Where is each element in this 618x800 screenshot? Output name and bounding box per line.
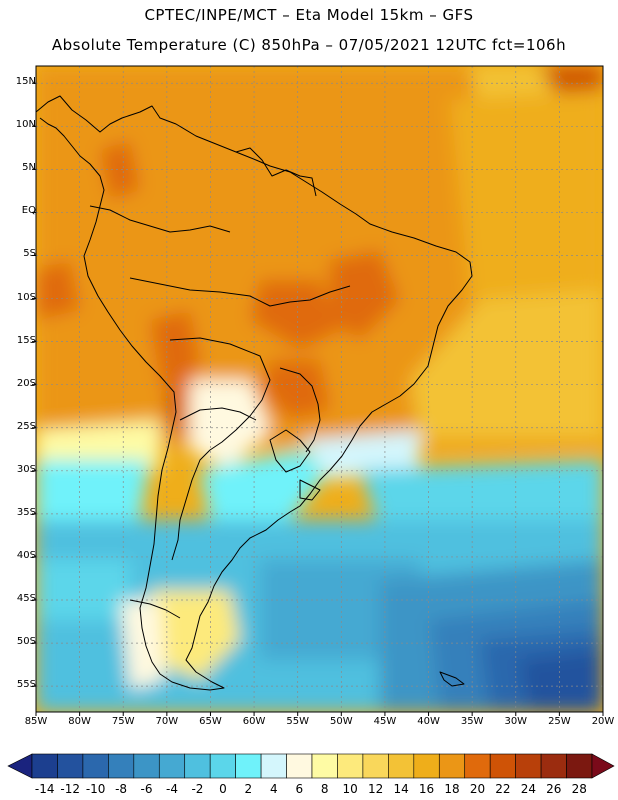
- colorbar-swatch: [286, 753, 313, 779]
- lon-label: 75W: [111, 716, 135, 727]
- lat-label: 5S: [23, 248, 36, 260]
- lat-label: EQ: [21, 205, 36, 217]
- colorbar-swatch: [540, 753, 567, 779]
- colorbar-swatch: [489, 753, 516, 779]
- colorbar-swatch: [158, 753, 186, 779]
- colorbar-swatch: [82, 753, 109, 779]
- lat-label: 20S: [16, 377, 36, 389]
- colorbar-label: -8: [115, 782, 128, 796]
- temperature-field: [36, 66, 603, 712]
- colorbar-swatch: [260, 753, 287, 779]
- lon-label: 20W: [591, 716, 615, 727]
- lat-label: 10S: [16, 291, 36, 303]
- lat-label: 5N: [22, 162, 36, 174]
- lon-label: 40W: [417, 716, 440, 727]
- lat-label: 50S: [16, 636, 36, 648]
- map-frame: [35, 65, 604, 713]
- colorbar-swatch: [31, 753, 58, 779]
- colorbar-swatch: [438, 753, 466, 779]
- lat-label: 40S: [16, 549, 36, 561]
- colorbar-swatch: [388, 753, 415, 779]
- lon-label: 50W: [329, 716, 353, 727]
- lon-label: 35W: [460, 716, 484, 727]
- lat-label: 10N: [15, 119, 36, 131]
- coastline: [35, 95, 473, 691]
- colorbar-label: -2: [191, 782, 204, 796]
- colorbar-label: 4: [269, 782, 278, 796]
- colorbar: [7, 753, 615, 779]
- lon-label: 60W: [242, 716, 266, 727]
- lon-label: 45W: [373, 716, 397, 727]
- colorbar-label: 18: [444, 782, 460, 796]
- lat-label: 15S: [16, 334, 36, 346]
- colorbar-swatch: [57, 753, 84, 779]
- colorbar-label: 10: [342, 782, 358, 796]
- colorbar-swatch: [464, 753, 491, 779]
- lat-label: 25S: [16, 420, 36, 432]
- colorbar-swatch: [184, 753, 211, 779]
- colorbar-swatch: [413, 753, 440, 779]
- colorbar-label: 2: [244, 782, 253, 796]
- colorbar-label: 14: [393, 782, 409, 796]
- chart-title-line1: CPTEC/INPE/MCT – Eta Model 15km – GFS: [144, 6, 474, 24]
- colorbar-label: 12: [367, 782, 384, 796]
- lat-label: 55S: [16, 679, 36, 691]
- lon-label: 25W: [548, 716, 571, 727]
- lat-label: 30S: [16, 463, 36, 475]
- colorbar-swatch: [108, 753, 135, 779]
- colorbar-swatch: [311, 753, 338, 779]
- colorbar-label: 16: [418, 782, 435, 796]
- colorbar-label: 24: [520, 782, 536, 796]
- colorbar-label: -12: [60, 782, 80, 796]
- colorbar-swatch: [133, 753, 160, 779]
- colorbar-label: 28: [571, 782, 587, 796]
- colorbar-label: 6: [295, 782, 304, 796]
- lat-label: 15N: [15, 76, 36, 88]
- colorbar-low-arrow: [7, 753, 33, 779]
- lat-label: 45S: [16, 593, 36, 605]
- chart-title-line2: Absolute Temperature (C) 850hPa – 07/05/…: [51, 36, 567, 54]
- lon-label: 55W: [286, 716, 309, 727]
- lon-label: 80W: [68, 716, 91, 727]
- colorbar-label: 20: [469, 782, 486, 796]
- colorbar-label: -14: [34, 782, 55, 796]
- lon-label: 85W: [24, 716, 48, 727]
- lat-label: 35S: [16, 506, 36, 518]
- colorbar-label: -6: [140, 782, 153, 796]
- colorbar-swatch: [209, 753, 236, 779]
- colorbar-swatch: [337, 753, 364, 779]
- colorbar-swatch: [566, 753, 593, 779]
- colorbar-high-arrow: [591, 753, 615, 779]
- lon-label: 70W: [155, 716, 179, 727]
- colorbar-label: 22: [495, 782, 511, 796]
- lon-label: 30W: [504, 716, 528, 727]
- lon-label: 65W: [199, 716, 222, 727]
- colorbar-swatch: [235, 753, 262, 779]
- colorbar-label: 8: [320, 782, 329, 796]
- colorbar-label: 26: [546, 782, 562, 796]
- colorbar-swatch: [362, 753, 389, 779]
- colorbar-swatch: [515, 753, 542, 779]
- colorbar-label: 0: [219, 782, 227, 796]
- colorbar-label: -10: [85, 782, 106, 796]
- colorbar-label: -4: [166, 782, 178, 796]
